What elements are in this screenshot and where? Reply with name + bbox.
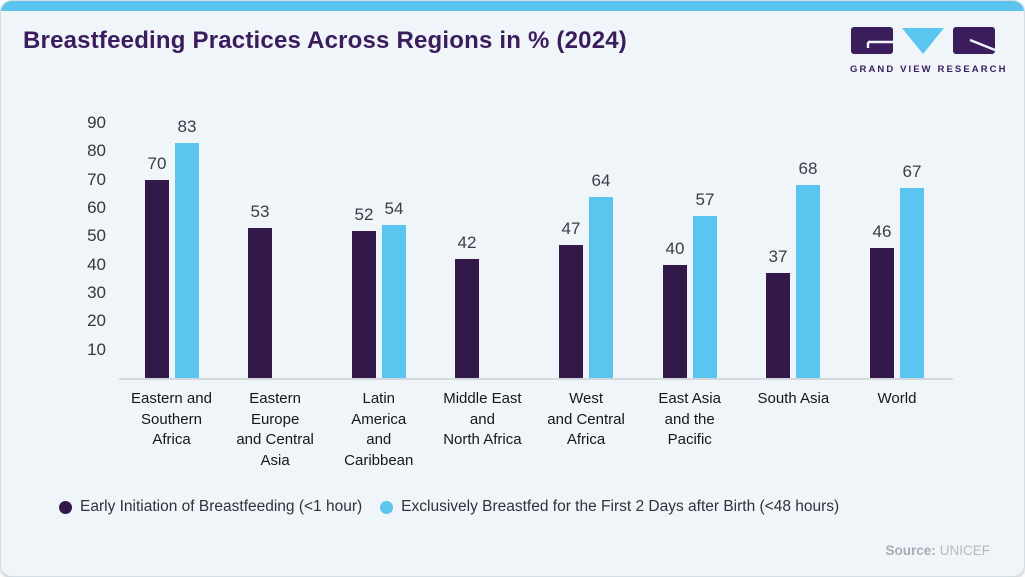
source-attribution: Source: UNICEF <box>885 543 990 558</box>
y-axis-tick: 50 <box>87 226 106 246</box>
legend-swatch-early-initiation <box>59 500 72 514</box>
top-accent-strip <box>1 1 1024 11</box>
y-axis-tick: 90 <box>87 113 106 132</box>
gvr-logo-marks <box>851 27 996 54</box>
bar-exclusively-breastfed <box>796 185 820 378</box>
x-axis-category-label: East Asia and the Pacific <box>658 390 721 448</box>
x-axis-category-label: West and Central Africa <box>547 390 625 448</box>
bar-early-initiation <box>145 180 169 378</box>
chart-title: Breastfeeding Practices Across Regions i… <box>23 27 627 54</box>
bar-exclusively-breastfed <box>589 197 613 378</box>
y-axis-tick: 10 <box>87 339 106 359</box>
bar-early-initiation <box>248 228 272 378</box>
bar-value-label: 53 <box>250 202 270 221</box>
y-axis-tick: 40 <box>87 254 106 274</box>
bar-early-initiation <box>766 273 790 378</box>
bar-value-label: 83 <box>177 117 197 136</box>
legend-swatch-exclusively-breastfed <box>380 500 394 514</box>
legend-label-exclusively-breastfed: Exclusively Breastfed for the First 2 Da… <box>401 498 840 515</box>
x-axis-category-label: Eastern and Southern Africa <box>131 390 212 448</box>
y-axis-tick: 80 <box>87 141 106 161</box>
legend-label-early-initiation: Early Initiation of Breastfeeding (<1 ho… <box>80 498 363 515</box>
x-axis-line <box>119 378 953 380</box>
bar-value-label: 52 <box>354 205 374 224</box>
bar-value-label: 47 <box>561 219 581 238</box>
source-value: UNICEF <box>939 543 990 558</box>
bar-early-initiation <box>870 248 894 378</box>
chart-legend: Early Initiation of Breastfeeding (<1 ho… <box>59 498 839 516</box>
source-label: Source: <box>885 543 936 558</box>
bar-exclusively-breastfed <box>175 143 199 378</box>
bar-value-label: 40 <box>665 239 685 258</box>
x-axis-category-label: South Asia <box>757 390 830 407</box>
bar-value-label: 46 <box>872 222 892 241</box>
bar-early-initiation <box>455 259 479 378</box>
bar-value-label: 42 <box>457 233 477 252</box>
bar-early-initiation <box>559 245 583 378</box>
y-axis-tick: 30 <box>87 283 106 302</box>
x-axis-category-label: World <box>877 390 917 407</box>
x-axis-category-label: Middle East and North Africa <box>443 390 522 448</box>
bar-value-label: 68 <box>798 159 818 178</box>
bar-exclusively-breastfed <box>693 216 717 378</box>
bar-value-label: 64 <box>591 171 611 190</box>
gvr-logo: GRAND VIEW RESEARCH <box>850 27 1008 75</box>
bar-value-label: 67 <box>902 162 922 181</box>
y-axis-tick: 70 <box>87 169 106 189</box>
legend-item-exclusively-breastfed: Exclusively Breastfed for the First 2 Da… <box>380 498 839 516</box>
y-axis-tick: 20 <box>87 311 106 331</box>
bar-value-label: 70 <box>147 154 167 173</box>
gvr-logo-text: GRAND VIEW RESEARCH <box>850 64 1008 75</box>
x-axis-category-label: Eastern Europe and Central Asia <box>236 390 314 469</box>
bar-early-initiation <box>663 265 687 378</box>
bar-exclusively-breastfed <box>382 225 406 378</box>
y-axis-tick: 60 <box>87 198 106 217</box>
bar-value-label: 37 <box>768 247 788 266</box>
bar-exclusively-breastfed <box>900 188 924 378</box>
bar-early-initiation <box>352 231 376 378</box>
bar-value-label: 57 <box>695 190 715 209</box>
x-axis-category-label: Latin America and Caribbean <box>344 390 414 469</box>
bar-value-label: 54 <box>384 199 404 218</box>
legend-item-early-initiation: Early Initiation of Breastfeeding (<1 ho… <box>59 498 362 516</box>
